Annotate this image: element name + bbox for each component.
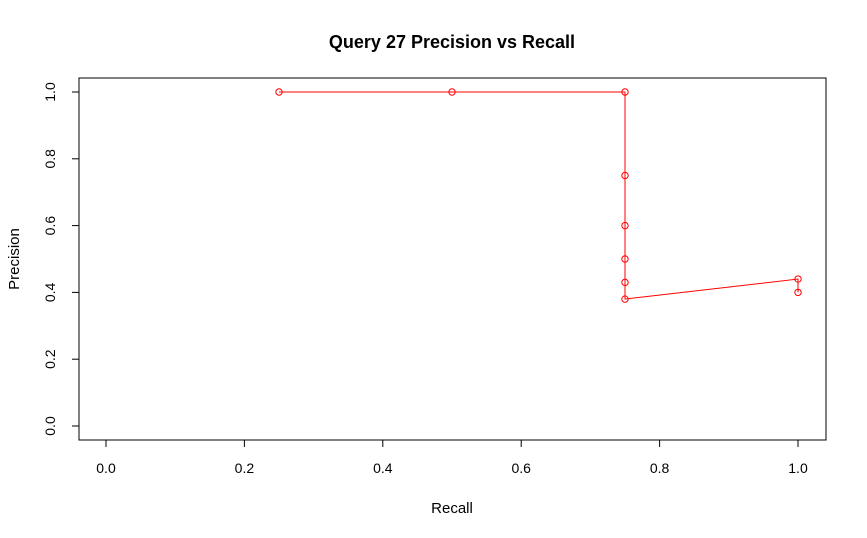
series-line — [279, 91, 799, 300]
x-tick-label: 0.8 — [650, 460, 670, 476]
x-tick-label: 0.4 — [373, 460, 393, 476]
x-tick-label: 0.2 — [235, 460, 255, 476]
x-axis-label: Recall — [431, 500, 473, 517]
data-point — [621, 278, 629, 287]
data-point — [448, 88, 456, 96]
x-tick-label: 1.0 — [788, 460, 808, 476]
x-tick-label: 0.6 — [511, 460, 531, 476]
data-point — [621, 255, 629, 263]
y-axis-label: Precision — [6, 228, 23, 290]
y-axis: 0.0 0.2 0.4 0.6 0.8 1.0 — [42, 82, 80, 436]
series-layer — [275, 88, 802, 303]
data-point — [621, 221, 629, 230]
y-tick-label: 0.6 — [42, 216, 58, 236]
y-tick-label: 0.8 — [42, 149, 58, 169]
plot-frame — [78, 77, 827, 441]
data-point — [794, 288, 802, 297]
data-point — [275, 88, 283, 96]
data-point — [621, 171, 629, 180]
y-tick-label: 0.4 — [42, 282, 58, 302]
y-tick-label: 0.0 — [42, 416, 58, 436]
chart-title: Query 27 Precision vs Recall — [329, 32, 575, 52]
data-point — [794, 275, 802, 283]
data-point — [621, 295, 629, 303]
y-tick-label: 0.2 — [42, 349, 58, 369]
y-tick-label: 1.0 — [42, 82, 58, 102]
x-axis: 0.0 0.2 0.4 0.6 0.8 1.0 — [96, 439, 808, 476]
x-tick-label: 0.0 — [96, 460, 116, 476]
data-point — [621, 88, 629, 96]
